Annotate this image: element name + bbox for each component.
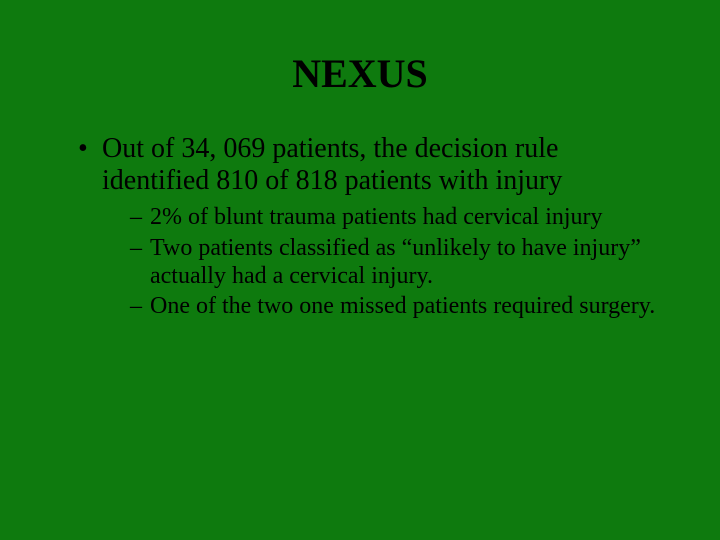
slide-title: NEXUS — [50, 50, 670, 97]
slide: NEXUS Out of 34, 069 patients, the decis… — [0, 0, 720, 540]
sub-item: One of the two one missed patients requi… — [130, 292, 670, 320]
bullet-item: Out of 34, 069 patients, the decision ru… — [78, 133, 670, 321]
sub-text: Two patients classified as “unlikely to … — [150, 235, 641, 289]
bullet-list: Out of 34, 069 patients, the decision ru… — [50, 133, 670, 321]
sub-text: One of the two one missed patients requi… — [150, 293, 655, 319]
sub-item: 2% of blunt trauma patients had cervical… — [130, 203, 670, 231]
bullet-text: Out of 34, 069 patients, the decision ru… — [102, 133, 562, 196]
sub-item: Two patients classified as “unlikely to … — [130, 234, 670, 291]
sub-list: 2% of blunt trauma patients had cervical… — [102, 203, 670, 320]
sub-text: 2% of blunt trauma patients had cervical… — [150, 204, 603, 230]
